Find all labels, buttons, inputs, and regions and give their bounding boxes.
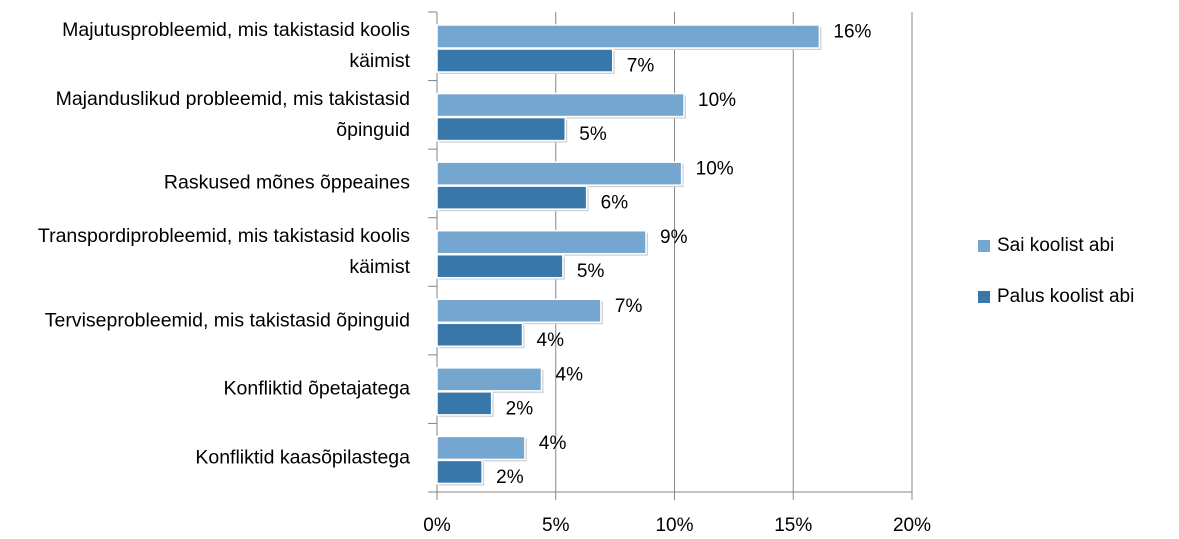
bar (436, 322, 524, 348)
bar (436, 48, 614, 73)
x-tick-label: 0% (423, 515, 451, 536)
value-label: 4% (539, 433, 567, 454)
bar (436, 185, 588, 210)
value-label: 7% (627, 56, 655, 77)
x-tick-label: 20% (893, 515, 931, 536)
category-label: Raskused mõnes õppeaines (163, 171, 410, 194)
bar (436, 459, 483, 485)
value-label: 4% (556, 364, 584, 385)
value-label: 2% (496, 467, 524, 488)
value-label: 7% (615, 296, 643, 317)
bar (436, 367, 543, 392)
category-label: Konfliktid õpetajatega (223, 377, 410, 400)
bar (436, 161, 683, 186)
bar (436, 435, 526, 461)
value-label: 5% (577, 261, 605, 282)
value-label: 6% (601, 193, 629, 214)
bar (436, 229, 647, 255)
x-tick-label: 15% (774, 515, 812, 536)
category-label: Konfliktid kaasõpilastega (195, 446, 410, 469)
category-label: Terviseprobleemid, mis takistasid õpingu… (44, 309, 410, 332)
value-label: 16% (833, 22, 871, 43)
category-label: Majanduslikud probleemid, mis takistasid… (55, 87, 410, 141)
category-label: Majutusprobleemid, mis takistasid koolis… (62, 19, 410, 73)
bar (436, 253, 564, 279)
x-tick-label: 10% (655, 515, 693, 536)
value-label: 10% (696, 159, 734, 180)
legend-swatch (978, 240, 990, 252)
bar (436, 391, 493, 416)
bar (436, 116, 566, 142)
bar (436, 298, 602, 324)
bar (436, 92, 685, 118)
value-label: 5% (579, 124, 607, 145)
value-label: 4% (537, 330, 565, 351)
legend-label: Sai koolist abi (997, 235, 1114, 256)
legend-label: Palus koolist abi (997, 286, 1134, 307)
value-label: 9% (660, 227, 688, 248)
legend-swatch (978, 291, 990, 303)
category-label: Transpordiprobleemid, mis takistasid koo… (37, 225, 410, 278)
value-label: 10% (698, 90, 736, 111)
bar (436, 24, 821, 49)
x-tick-label: 5% (542, 515, 570, 536)
value-label: 2% (506, 398, 534, 419)
